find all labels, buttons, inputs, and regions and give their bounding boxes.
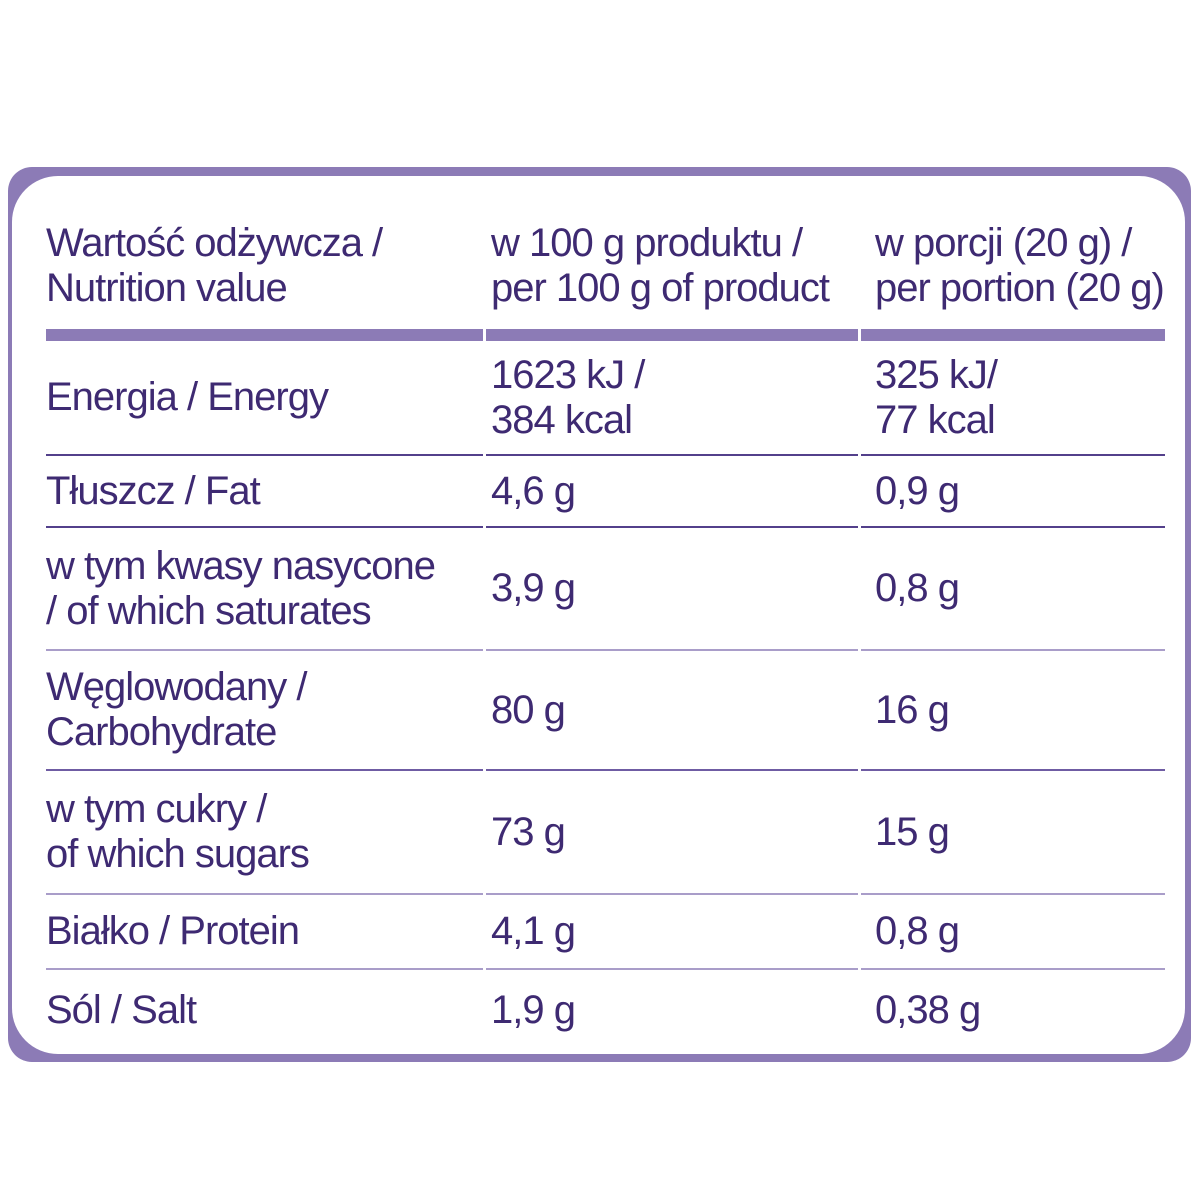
row-separator xyxy=(46,454,1165,456)
value-text: 0,9 g xyxy=(875,468,960,513)
separator-segment xyxy=(486,893,858,895)
band-segment xyxy=(486,329,858,341)
table-row-protein: Białko / Protein 4,1 g 0,8 g xyxy=(46,895,1165,968)
row-label: Tłuszcz / Fat xyxy=(46,468,261,513)
header-text: per 100 g of product xyxy=(491,266,830,310)
separator-segment xyxy=(46,769,483,771)
value-text: 1,9 g xyxy=(491,987,576,1032)
separator-segment xyxy=(861,769,1165,771)
per100-value: 4,6 g xyxy=(486,456,858,526)
value-text: 1623 kJ / xyxy=(491,352,645,397)
separator-segment xyxy=(46,526,483,528)
card-border: Wartość odżywcza / Nutrition value w 100… xyxy=(8,167,1191,1062)
header-nutrition-value: Wartość odżywcza / Nutrition value xyxy=(46,221,483,311)
row-label-cell: w tym kwasy nasycone / of which saturate… xyxy=(46,528,483,649)
separator-segment xyxy=(46,968,483,970)
portion-value: 0,8 g xyxy=(861,895,1165,968)
value-text: 15 g xyxy=(875,809,950,854)
value-text: 3,9 g xyxy=(491,566,576,610)
row-label-cell: Białko / Protein xyxy=(46,895,483,968)
header-text: w porcji (20 g) / xyxy=(875,221,1132,265)
header-text: w 100 g produktu / xyxy=(491,221,803,265)
separator-segment xyxy=(861,649,1165,651)
table-row-sugars: w tym cukry / of which sugars 73 g 15 g xyxy=(46,771,1165,893)
table-header-row: Wartość odżywcza / Nutrition value w 100… xyxy=(46,221,1165,311)
header-per-portion: w porcji (20 g) / per portion (20 g) xyxy=(861,221,1165,311)
band-segment xyxy=(46,329,483,341)
value-text: 0,38 g xyxy=(875,987,981,1032)
card: Wartość odżywcza / Nutrition value w 100… xyxy=(12,176,1185,1054)
separator-segment xyxy=(46,893,483,895)
separator-segment xyxy=(861,526,1165,528)
separator-segment xyxy=(486,769,858,771)
header-per-100g: w 100 g produktu / per 100 g of product xyxy=(486,221,858,311)
header-separator-band xyxy=(46,329,1165,341)
separator-segment xyxy=(486,968,858,970)
row-label-cell: Węglowodany / Carbohydrate xyxy=(46,651,483,769)
separator-segment xyxy=(486,649,858,651)
portion-value: 0,8 g xyxy=(861,528,1165,649)
value-text: 16 g xyxy=(875,687,950,732)
table-row-energy: Energia / Energy 1623 kJ / 384 kcal 325 … xyxy=(46,341,1165,454)
row-label: of which sugars xyxy=(46,832,310,876)
row-label: Sól / Salt xyxy=(46,987,197,1032)
value-text: 80 g xyxy=(491,687,566,732)
separator-segment xyxy=(46,649,483,651)
separator-segment xyxy=(861,968,1165,970)
row-label-cell: Energia / Energy xyxy=(46,341,483,454)
per100-value: 1,9 g xyxy=(486,970,858,1050)
separator-segment xyxy=(486,526,858,528)
per100-value: 80 g xyxy=(486,651,858,769)
table-row-carbohydrate: Węglowodany / Carbohydrate 80 g 16 g xyxy=(46,651,1165,769)
row-label: Carbohydrate xyxy=(46,710,277,754)
value-text: 4,6 g xyxy=(491,468,576,513)
table-row-saturates: w tym kwasy nasycone / of which saturate… xyxy=(46,528,1165,649)
row-label: / of which saturates xyxy=(46,588,372,633)
separator-segment xyxy=(486,454,858,456)
portion-value: 0,9 g xyxy=(861,456,1165,526)
row-separator xyxy=(46,769,1165,771)
band-segment xyxy=(861,329,1165,341)
header-text: Nutrition value xyxy=(46,266,288,310)
separator-segment xyxy=(861,454,1165,456)
row-label: Węglowodany / xyxy=(46,665,307,709)
header-text: per portion (20 g) xyxy=(875,266,1165,310)
portion-value: 15 g xyxy=(861,771,1165,893)
per100-value: 1623 kJ / 384 kcal xyxy=(486,341,858,454)
row-label-cell: Tłuszcz / Fat xyxy=(46,456,483,526)
row-separator xyxy=(46,649,1165,651)
row-label: w tym cukry / xyxy=(46,787,267,831)
portion-value: 16 g xyxy=(861,651,1165,769)
row-label: Białko / Protein xyxy=(46,909,300,953)
row-label-cell: Sól / Salt xyxy=(46,970,483,1050)
nutrition-table: Wartość odżywcza / Nutrition value w 100… xyxy=(12,176,1185,1050)
per100-value: 73 g xyxy=(486,771,858,893)
table-row-fat: Tłuszcz / Fat 4,6 g 0,9 g xyxy=(46,456,1165,526)
separator-segment xyxy=(861,893,1165,895)
row-separator xyxy=(46,526,1165,528)
value-text: 4,1 g xyxy=(491,909,576,953)
per100-value: 3,9 g xyxy=(486,528,858,649)
row-label: Energia / Energy xyxy=(46,375,329,419)
value-text: 325 kJ/ xyxy=(875,352,998,397)
table-row-salt: Sól / Salt 1,9 g 0,38 g xyxy=(46,970,1165,1050)
value-text: 73 g xyxy=(491,809,566,854)
value-text: 0,8 g xyxy=(875,566,960,610)
value-text: 384 kcal xyxy=(491,397,633,442)
portion-value: 325 kJ/ 77 kcal xyxy=(861,341,1165,454)
value-text: 77 kcal xyxy=(875,397,996,442)
value-text: 0,8 g xyxy=(875,909,960,953)
header-text: Wartość odżywcza / xyxy=(46,221,383,265)
row-separator xyxy=(46,968,1165,970)
row-label-cell: w tym cukry / of which sugars xyxy=(46,771,483,893)
per100-value: 4,1 g xyxy=(486,895,858,968)
row-label: w tym kwasy nasycone xyxy=(46,543,436,588)
row-separator xyxy=(46,893,1165,895)
separator-segment xyxy=(46,454,483,456)
portion-value: 0,38 g xyxy=(861,970,1165,1050)
